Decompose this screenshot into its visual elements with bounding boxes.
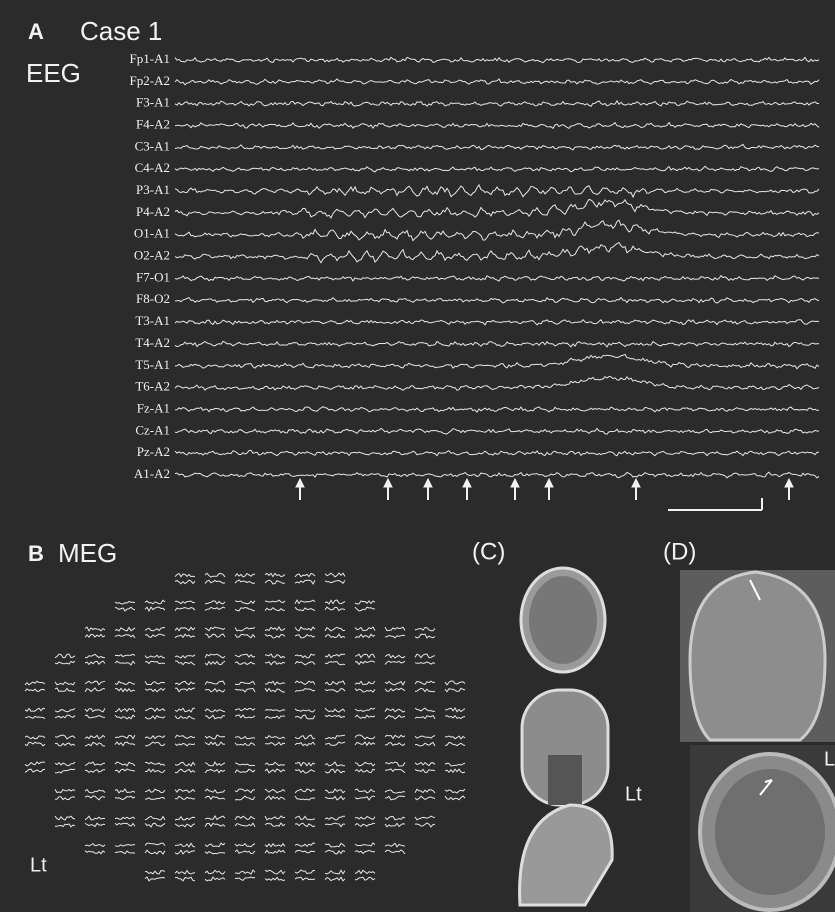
channel-label: Cz-A1 bbox=[135, 422, 170, 437]
mri-images bbox=[520, 568, 613, 905]
channel-label: A1-A2 bbox=[134, 466, 170, 481]
channel-label: Fp1-A1 bbox=[130, 51, 170, 66]
channel-label: O1-A1 bbox=[134, 226, 170, 241]
figure: A Case 1 EEG Fp1-A1 Fp2-A2 F3-A1 F4-A2 C3-A1… bbox=[0, 0, 835, 912]
channel-label: T5-A1 bbox=[135, 357, 170, 372]
modality-label: EEG bbox=[26, 58, 81, 88]
side-label: L bbox=[824, 748, 835, 770]
channel-label: F4-A2 bbox=[136, 117, 170, 132]
mri-images bbox=[680, 570, 835, 912]
channel-label: P4-A2 bbox=[136, 204, 170, 219]
side-label: Lt bbox=[625, 783, 642, 805]
channel-label: T3-A1 bbox=[135, 313, 170, 328]
channel-label: Fz-A1 bbox=[137, 400, 170, 415]
channel-label: C4-A2 bbox=[135, 160, 170, 175]
channel-label: F7-O1 bbox=[136, 269, 170, 284]
channel-label: Pz-A2 bbox=[137, 444, 170, 459]
panel-letter: B bbox=[28, 541, 44, 566]
channel-label: T6-A2 bbox=[135, 379, 170, 394]
channel-label: T4-A2 bbox=[135, 335, 170, 350]
panel-letter: A bbox=[28, 19, 44, 44]
channel-label: C3-A1 bbox=[135, 138, 170, 153]
panel-title: MEG bbox=[58, 538, 117, 568]
channel-label: Fp2-A2 bbox=[130, 73, 170, 88]
panel-title: Case 1 bbox=[80, 16, 162, 46]
panel-label: (D) bbox=[663, 538, 696, 565]
channel-label: P3-A1 bbox=[136, 182, 170, 197]
channel-label: O2-A2 bbox=[134, 248, 170, 263]
side-label: Lt bbox=[30, 854, 47, 876]
channel-label: F8-O2 bbox=[136, 291, 170, 306]
channel-label: F3-A1 bbox=[136, 95, 170, 110]
panel-label: (C) bbox=[472, 538, 505, 565]
